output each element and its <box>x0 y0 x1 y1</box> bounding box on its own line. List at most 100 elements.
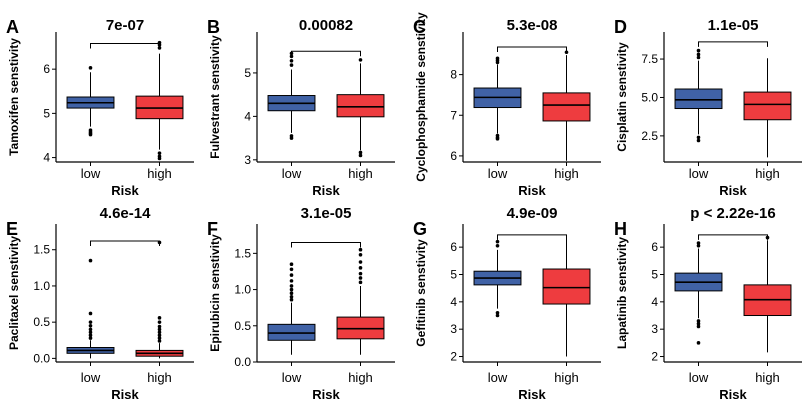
y-tick-label: 5.0 <box>641 90 658 104</box>
panel-g: G 2 3 4 5 6 low high Risk Gefitinib senstivity 4.9… <box>413 205 601 401</box>
outlier-point <box>358 260 363 264</box>
x-tick-label-high: high <box>348 370 373 385</box>
x-tick-label-low: low <box>81 166 101 181</box>
y-axis-title: Lapatinib senstivity <box>615 237 629 349</box>
y-tick-label: 2 <box>651 350 658 364</box>
outlier-point <box>289 284 294 288</box>
outlier-point <box>289 136 294 140</box>
panel-letter: D <box>614 17 627 37</box>
outlier-point <box>88 333 93 338</box>
outlier-point <box>696 319 701 323</box>
outlier-point <box>157 156 162 161</box>
y-tick-label: 6 <box>450 149 457 163</box>
y-tick-label: 7 <box>450 108 457 122</box>
x-axis-title: Risk <box>312 387 340 401</box>
outlier-point <box>564 50 569 55</box>
p-value-label: 4.9e-09 <box>507 205 558 222</box>
y-tick-label: 0.0 <box>234 355 251 369</box>
y-tick-label: 7.5 <box>641 52 658 66</box>
p-value-label: p < 2.22e-16 <box>690 205 775 222</box>
y-tick-label: 2 <box>450 350 457 364</box>
outlier-point <box>157 320 162 324</box>
y-tick-label: 4 <box>244 109 251 123</box>
x-tick-label-high: high <box>554 166 579 181</box>
y-tick-label: 3 <box>244 153 251 167</box>
outlier-point <box>289 291 294 295</box>
y-tick-label: 0.5 <box>33 315 50 329</box>
outlier-point <box>696 138 701 143</box>
y-tick-label: 4 <box>43 151 50 165</box>
outlier-point <box>696 321 701 326</box>
significance-bracket <box>90 43 160 49</box>
panel-f: F 0.0 0.5 1.0 1.5 low high Risk Epirubicin senst… <box>207 205 395 401</box>
x-tick-label-low: low <box>282 166 302 181</box>
y-tick-label: 8 <box>450 68 457 82</box>
significance-bracket <box>90 240 160 247</box>
x-tick-label-high: high <box>348 166 373 181</box>
outlier-point <box>88 330 93 335</box>
outlier-point <box>289 295 294 299</box>
outlier-point <box>358 150 363 155</box>
p-value-label: 0.00082 <box>299 17 353 34</box>
significance-bracket <box>497 234 567 240</box>
outlier-point <box>358 253 363 257</box>
panel-letter: E <box>6 219 18 239</box>
p-value-label: 1.1e-05 <box>708 17 759 34</box>
significance-bracket <box>291 50 361 57</box>
box-low <box>674 88 723 110</box>
y-tick-label: 2.5 <box>641 129 658 143</box>
panel-h: H 2 3 4 5 6 low high Risk Lapatinib senstivity p <… <box>614 205 802 401</box>
p-value-label: 7e-07 <box>106 17 144 34</box>
y-tick-label: 0.0 <box>33 351 50 365</box>
outlier-point <box>495 243 500 248</box>
box-high <box>542 268 591 305</box>
x-tick-label-low: low <box>689 370 709 385</box>
outlier-point <box>696 241 701 245</box>
outlier-point <box>88 336 93 340</box>
outlier-point <box>157 336 162 340</box>
panel-letter: H <box>614 219 627 239</box>
panel-letter: B <box>207 17 220 37</box>
y-tick-label: 4 <box>651 295 658 309</box>
x-tick-label-high: high <box>147 166 172 181</box>
box-high <box>542 92 591 122</box>
outlier-point <box>696 135 701 140</box>
outlier-point <box>696 243 701 248</box>
x-tick-label-low: low <box>81 370 101 385</box>
y-tick-label: 6 <box>651 240 658 254</box>
y-axis-title: Cyclophosphamide senstivity <box>414 12 428 182</box>
y-axis-title: Epirubicin senstivity <box>208 234 222 352</box>
x-axis-title: Risk <box>719 183 747 198</box>
outlier-point <box>289 273 294 277</box>
y-axis-title: Fulvestrant senstivity <box>208 35 222 159</box>
outlier-point <box>696 324 701 329</box>
outlier-point <box>495 313 500 318</box>
significance-bracket <box>497 46 567 52</box>
x-tick-label-high: high <box>755 370 780 385</box>
x-axis-title: Risk <box>312 183 340 198</box>
significance-bracket <box>698 234 768 240</box>
p-value-label: 3.1e-05 <box>301 205 352 222</box>
significance-bracket <box>698 41 768 47</box>
outlier-point <box>358 247 363 252</box>
outlier-point <box>495 239 500 244</box>
outlier-point <box>88 323 93 328</box>
outlier-point <box>289 54 294 59</box>
outlier-point <box>157 339 162 343</box>
y-tick-label: 3 <box>651 322 658 336</box>
y-tick-label: 1.5 <box>234 246 251 260</box>
outlier-point <box>289 63 294 67</box>
y-tick-label: 0.5 <box>234 319 251 333</box>
panel-letter: F <box>207 219 218 239</box>
outlier-point <box>289 287 294 292</box>
box-high <box>336 94 385 118</box>
y-tick-label: 5 <box>244 66 251 80</box>
outlier-point <box>157 324 162 329</box>
panel-c: C 6 7 8 low high Risk Cyclophosphamide senstivi… <box>413 12 601 198</box>
x-tick-label-low: low <box>282 370 302 385</box>
x-tick-label-high: high <box>554 370 579 385</box>
outlier-point <box>696 341 701 345</box>
outlier-point <box>696 48 701 53</box>
panel-e: E 0.0 0.5 1.0 1.5 low high Risk Paclitaxel senst… <box>6 205 194 401</box>
